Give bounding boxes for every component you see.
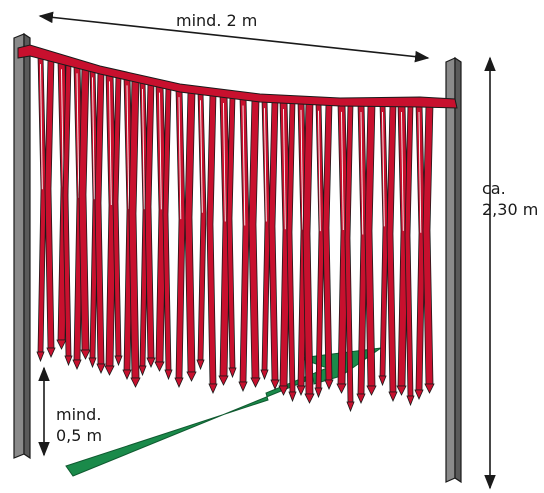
strip-end-tip xyxy=(336,383,347,394)
curtain-strip xyxy=(248,98,260,379)
strip-end-tip xyxy=(186,371,197,382)
strip-end-tip xyxy=(114,355,123,367)
strip-highlight xyxy=(178,97,182,220)
strip-end-tip xyxy=(46,347,56,358)
strip-highlight xyxy=(92,77,95,200)
strip-end-tip xyxy=(146,357,156,368)
strip-highlight xyxy=(401,111,404,231)
strip-end-tip xyxy=(64,355,73,367)
strip-end-tip xyxy=(250,377,261,388)
strip-end-tip xyxy=(218,375,229,386)
strip-end-tip xyxy=(270,379,280,390)
strip-highlight xyxy=(418,111,422,233)
strip-end-tip xyxy=(378,375,387,387)
strip-highlight xyxy=(200,100,203,213)
top-rail xyxy=(17,44,458,109)
strip-end-tip xyxy=(174,377,184,388)
curtain-strip xyxy=(206,93,217,385)
curtain-strip xyxy=(239,97,250,383)
strip-end-tip xyxy=(278,385,289,396)
strip-end-tip xyxy=(72,359,82,370)
strip-curtain xyxy=(36,55,435,413)
strip-end-tip xyxy=(288,391,297,403)
strip-highlight xyxy=(341,111,344,230)
strip-end-tip xyxy=(324,379,334,390)
strip-end-tip xyxy=(296,385,306,396)
strip-highlight xyxy=(76,73,80,198)
strip-highlight xyxy=(264,108,267,222)
strip-end-tip xyxy=(130,377,141,388)
curtain-strip xyxy=(184,90,196,373)
right-post-icon xyxy=(445,56,462,484)
strip-end-tip xyxy=(260,369,269,381)
strip-highlight xyxy=(242,105,246,226)
strip-highlight xyxy=(126,85,130,210)
strip-highlight xyxy=(318,110,321,232)
height-label-line2: 2,30 m xyxy=(482,200,539,219)
strip-end-tip xyxy=(56,339,67,350)
strip-end-tip xyxy=(238,381,248,392)
curtain-strip xyxy=(268,100,279,381)
clearance-label-line2: 0,5 m xyxy=(56,426,103,445)
strip-end-tip xyxy=(314,387,323,399)
strip-highlight xyxy=(40,64,43,190)
strip-end-tip xyxy=(346,401,355,413)
strip-end-tip xyxy=(366,385,377,396)
strip-end-tip xyxy=(388,391,398,402)
curtain-strip xyxy=(322,102,333,381)
strip-end-tip xyxy=(414,389,424,400)
strip-end-tip xyxy=(96,363,106,374)
curtain-strip xyxy=(37,55,47,353)
strip-end-tip xyxy=(36,351,45,363)
strip-end-tip xyxy=(406,395,415,407)
curtain-strip xyxy=(175,88,186,379)
strip-end-tip xyxy=(104,365,115,376)
curtain-strip xyxy=(364,103,376,387)
strip-highlight xyxy=(283,108,286,230)
curtain-strip xyxy=(386,103,397,393)
left-post-icon xyxy=(13,32,31,460)
strip-end-tip xyxy=(356,393,366,404)
strip-end-tip xyxy=(122,369,132,380)
curtain-strip xyxy=(422,103,434,385)
strip-highlight xyxy=(159,92,162,210)
width-dimension-arrow xyxy=(38,11,430,63)
strip-end-tip xyxy=(304,393,315,404)
strip-end-tip xyxy=(164,369,173,381)
strip-highlight xyxy=(142,88,145,210)
strip-end-tip xyxy=(396,385,407,396)
strip-end-tip xyxy=(196,359,205,371)
strip-highlight xyxy=(360,111,364,235)
width-label: mind. 2 m xyxy=(176,11,258,30)
strip-highlight xyxy=(382,111,385,227)
strip-end-tip xyxy=(138,365,147,377)
strip-highlight xyxy=(223,102,226,222)
strip-end-tip xyxy=(80,349,91,360)
curtain-strip xyxy=(315,102,325,389)
strip-end-tip xyxy=(88,357,97,369)
height-label-line1: ca. xyxy=(482,179,506,198)
strip-end-tip xyxy=(424,383,435,394)
clearance-label-line1: mind. xyxy=(56,405,102,424)
curtain-strip xyxy=(197,91,207,361)
strip-highlight xyxy=(109,81,112,206)
strip-end-tip xyxy=(228,367,237,379)
curtain-strip xyxy=(44,58,55,349)
strip-end-tip xyxy=(154,361,165,372)
strip-highlight xyxy=(300,109,304,230)
strip-highlight xyxy=(61,69,64,187)
strip-end-tip xyxy=(208,383,218,394)
